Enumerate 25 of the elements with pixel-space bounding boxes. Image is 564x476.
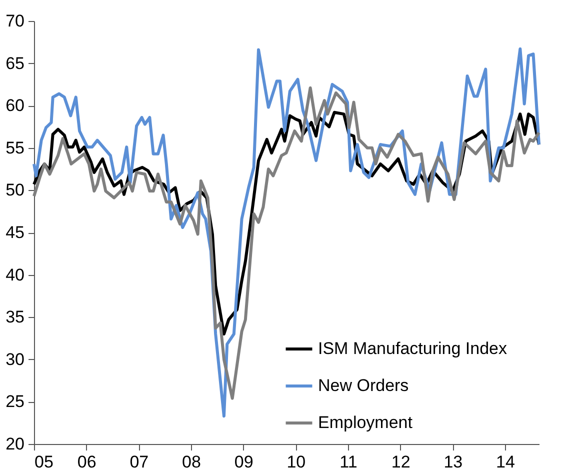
y-tick-label: 30 [6, 350, 24, 369]
y-tick-label: 70 [6, 12, 24, 30]
y-tick-label: 25 [6, 392, 24, 412]
x-tick-label: 05 [34, 452, 54, 472]
y-tick-label: 20 [6, 434, 24, 454]
y-tick-label: 40 [6, 265, 24, 284]
y-tick-label: 35 [6, 308, 24, 327]
x-tick-label: 12 [391, 452, 410, 472]
x-tick-label: 14 [496, 452, 515, 472]
y-tick-label: 45 [6, 223, 24, 242]
y-tick-label: 55 [6, 138, 24, 158]
y-tick-label: 65 [6, 54, 24, 73]
legend-label: ISM Manufacturing Index [318, 339, 508, 358]
y-tick-label: 60 [6, 96, 24, 116]
x-tick-label: 07 [130, 452, 149, 472]
x-tick-label: 11 [340, 452, 358, 472]
x-tick-label: 09 [234, 452, 254, 472]
legend-label: Employment [318, 413, 413, 432]
line-series [32, 86, 540, 400]
x-tick-label: 06 [77, 452, 96, 472]
legend-label: New Orders [318, 376, 409, 395]
y-tick-label: 50 [6, 180, 24, 200]
x-tick-label: 10 [286, 452, 306, 472]
x-tick-label: 08 [182, 452, 201, 472]
x-tick-label: 13 [444, 452, 463, 472]
